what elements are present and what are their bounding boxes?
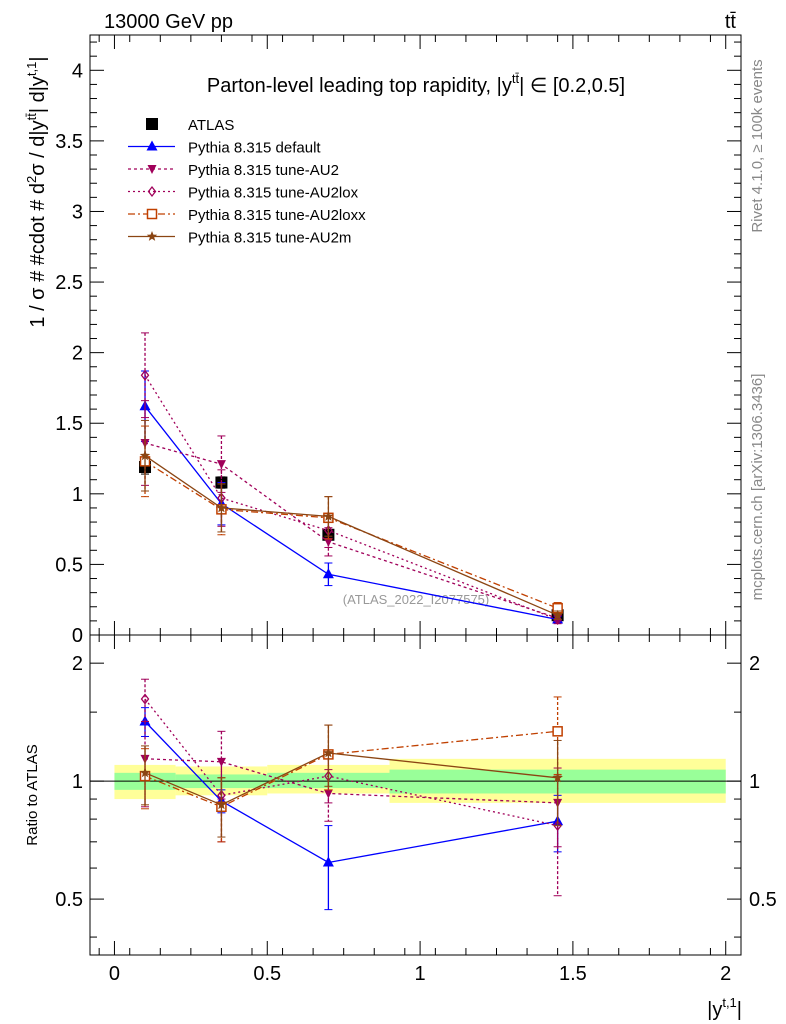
ratio-panel: 0.5 0.5 1 1 2 2 0 0.5 1 1.5 2 Ratio to ATLAS |yt,1… bbox=[24, 634, 777, 1021]
ratio-y-tick-label: 2 bbox=[72, 653, 83, 675]
series-line bbox=[144, 455, 558, 616]
main-y-tick-label: 3.5 bbox=[55, 131, 83, 153]
legend-marker bbox=[146, 231, 158, 241]
series-line bbox=[144, 442, 558, 619]
ratio-series-line bbox=[144, 721, 558, 864]
legend-entry: Pythia 8.315 tune-AU2m bbox=[128, 230, 351, 247]
ratio-y-tick-label-right: 2 bbox=[749, 653, 760, 675]
legend-marker bbox=[146, 118, 158, 130]
ratio-point bbox=[139, 767, 151, 778]
ratio-series-line bbox=[144, 758, 558, 804]
ratio-series-line bbox=[144, 752, 558, 806]
legend-entry: Pythia 8.315 default bbox=[128, 140, 321, 157]
data-point bbox=[323, 537, 333, 547]
ratio-y-tick-label-right: 1 bbox=[749, 771, 760, 793]
legend-entry: ATLAS bbox=[146, 117, 234, 134]
ratio-y-tick-label: 0.5 bbox=[55, 889, 83, 911]
process-label: tt̄ bbox=[725, 11, 737, 33]
main-y-tick-label: 0 bbox=[72, 625, 83, 647]
legend-entry: Pythia 8.315 tune-AU2loxx bbox=[128, 207, 366, 224]
mcplots-label: mcplots.cern.ch [arXiv:1306.3436] bbox=[749, 374, 766, 601]
series-3 bbox=[140, 332, 562, 626]
legend-label: Pythia 8.315 tune-AU2 bbox=[188, 162, 339, 179]
x-axis-label: |yt,1| bbox=[707, 995, 742, 1021]
series-5 bbox=[139, 419, 563, 620]
data-point bbox=[216, 460, 226, 470]
legend-label: Pythia 8.315 tune-AU2loxx bbox=[188, 207, 366, 224]
ratio-point bbox=[216, 757, 226, 767]
x-tick-label: 0.5 bbox=[253, 963, 281, 985]
legend-marker bbox=[146, 208, 158, 220]
ratio-point bbox=[322, 856, 334, 867]
data-point bbox=[323, 510, 334, 521]
main-y-tick-label: 2.5 bbox=[55, 272, 83, 294]
data-point bbox=[140, 369, 150, 381]
series-line bbox=[144, 374, 558, 621]
legend-label: Pythia 8.315 default bbox=[188, 140, 321, 157]
rivet-label: Rivet 4.1.0, ≥ 100k events bbox=[749, 59, 766, 232]
ratio-y-tick-label-right: 0.5 bbox=[749, 889, 777, 911]
ratio-point bbox=[216, 799, 227, 810]
main-y-tick-label: 1.5 bbox=[55, 413, 83, 435]
ratio-point bbox=[323, 747, 334, 758]
x-tick-label: 2 bbox=[720, 963, 731, 985]
main-y-tick-label: 2 bbox=[72, 343, 83, 365]
data-point bbox=[216, 502, 227, 513]
legend: ATLAS Pythia 8.315 default Pythia 8.315 tu… bbox=[128, 117, 366, 247]
legend-label: Pythia 8.315 tune-AU2lox bbox=[188, 185, 359, 202]
legend-entry: Pythia 8.315 tune-AU2 bbox=[128, 162, 339, 179]
ratio-point bbox=[552, 726, 563, 737]
main-title: Parton-level leading top rapidity, |ytt̄… bbox=[207, 71, 625, 97]
legend-marker bbox=[146, 140, 158, 151]
main-y-axis-label: 1 / σ # #cdot # d2σ / d|ytt̄| d|yt,1| bbox=[24, 56, 49, 327]
ratio-y-axis-label: Ratio to ATLAS bbox=[24, 744, 41, 845]
ratio-point bbox=[140, 693, 150, 705]
analysis-id: (ATLAS_2022_I2077575) bbox=[343, 592, 489, 607]
main-y-tick-label: 1 bbox=[72, 484, 83, 506]
main-y-tick-label: 0.5 bbox=[55, 554, 83, 576]
data-point bbox=[552, 609, 563, 620]
x-tick-label: 1 bbox=[415, 963, 426, 985]
ratio-point bbox=[553, 820, 562, 832]
main-y-tick-label: 4 bbox=[72, 60, 83, 82]
series-4 bbox=[139, 425, 563, 615]
ratio-series-4 bbox=[139, 724, 563, 838]
ratio-frame bbox=[89, 634, 742, 956]
data-point bbox=[322, 568, 334, 579]
main-y-tick-label: 3 bbox=[72, 201, 83, 223]
ratio-y-tick-label: 1 bbox=[72, 771, 83, 793]
legend-label: Pythia 8.315 tune-AU2m bbox=[188, 230, 351, 247]
legend-marker bbox=[147, 165, 157, 174]
data-point bbox=[139, 450, 151, 461]
x-tick-label: 0 bbox=[109, 963, 120, 985]
legend-label: ATLAS bbox=[188, 117, 234, 134]
energy-label: 13000 GeV pp bbox=[104, 11, 233, 33]
main-panel: 00.511.522.533.54 (ATLAS_2022_I2077575) … bbox=[24, 34, 742, 955]
series-line bbox=[144, 405, 558, 621]
legend-marker bbox=[147, 185, 157, 198]
ratio-series-line bbox=[144, 698, 558, 827]
ratio-series-line bbox=[144, 730, 558, 808]
ratio-point bbox=[552, 772, 563, 783]
ratio-series-0 bbox=[139, 707, 564, 911]
x-tick-label: 1.5 bbox=[559, 963, 587, 985]
legend-entry: Pythia 8.315 tune-AU2lox bbox=[128, 185, 359, 202]
series-line bbox=[144, 460, 558, 609]
